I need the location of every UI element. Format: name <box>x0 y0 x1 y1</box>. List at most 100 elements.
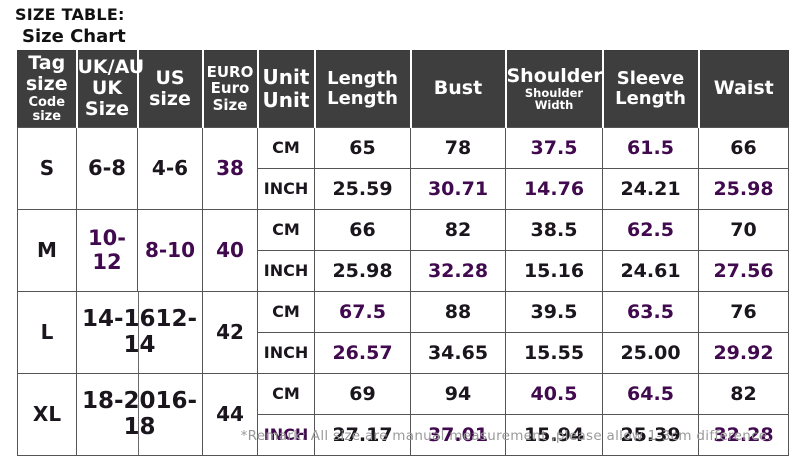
length-value-cell: 69 <box>314 372 411 415</box>
col-header-sublabel: UK Size <box>84 77 130 121</box>
unit-label-cell: INCH <box>257 331 315 374</box>
euro-size-cell: 44 <box>202 372 258 456</box>
row-m-cm: M 10-12 8-10 40 CM 66 82 38.5 62.5 70 <box>17 208 789 292</box>
row-l-cm: L 14-1612-14 42 CM 67.5 88 39.5 63.5 76 <box>17 290 789 374</box>
col-header-label: Unit <box>262 65 310 90</box>
col-header-label: Sleeve <box>616 67 685 89</box>
bust-value-cell: 37.01 <box>410 413 506 456</box>
us-size-cell: 4-6 <box>137 126 203 210</box>
header-row: Tag size Code size UK/AU UK Size US size… <box>17 50 789 128</box>
bust-value-cell: 88 <box>410 290 506 333</box>
unit-label-cell: INCH <box>257 249 315 292</box>
waist-value-cell: 70 <box>698 208 789 251</box>
euro-size-cell: 38 <box>202 126 258 210</box>
col-header-uk-au: UK/AU UK Size <box>75 50 145 128</box>
shoulder-value-cell: 39.5 <box>505 290 603 333</box>
sleeve-value-cell: 64.5 <box>602 372 699 415</box>
length-value-cell: 27.17 <box>314 413 411 456</box>
shoulder-value-cell: 15.55 <box>505 331 603 374</box>
col-header-label: UK/AU <box>77 55 145 78</box>
uk-size-cell: 6-8 <box>76 126 138 210</box>
sleeve-value-cell: 63.5 <box>602 290 699 333</box>
shoulder-value-cell: 38.5 <box>505 208 603 251</box>
row-xl-inch: INCH 27.17 37.01 15.94 25.39 32.28 <box>18 413 789 456</box>
length-value-cell: 25.59 <box>314 167 411 210</box>
unit-label-cell: CM <box>257 208 315 251</box>
size-chart-table: Tag size Code size UK/AU UK Size US size… <box>17 50 789 456</box>
size-table-kicker: SIZE TABLE: <box>15 5 125 24</box>
col-header-sublabel: Length <box>327 87 398 109</box>
euro-size-cell: 40 <box>202 208 258 292</box>
uk-us-merged-cell: 14-1612-14 <box>76 290 203 374</box>
col-header-us: US size <box>136 50 203 128</box>
tag-size-cell: XL <box>17 372 77 456</box>
column-divider-line <box>138 373 139 455</box>
size-chart-title: Size Chart <box>22 26 126 47</box>
bust-value-cell: 30.71 <box>410 167 506 210</box>
col-header-length: Length Length <box>313 50 411 128</box>
shoulder-value-cell: 37.5 <box>505 126 603 169</box>
row-xl-cm: XL 18-2016-18 44 CM 69 94 40.5 64.5 82 <box>17 372 789 456</box>
bust-value-cell: 94 <box>410 372 506 415</box>
length-value-cell: 25.98 <box>314 249 411 292</box>
unit-label-cell: CM <box>257 290 315 333</box>
bust-value-cell: 78 <box>410 126 506 169</box>
length-value-cell: 67.5 <box>314 290 411 333</box>
uk-us-size-text: 14-1612-14 <box>81 306 198 359</box>
sleeve-value-cell: 25.00 <box>602 331 699 374</box>
column-divider-line <box>138 291 139 373</box>
col-header-waist: Waist <box>697 50 789 128</box>
col-header-sublabel: Code size <box>28 94 66 125</box>
tag-size-cell: L <box>17 290 77 374</box>
waist-value-cell: 76 <box>698 290 789 333</box>
waist-value-cell: 29.92 <box>698 331 789 374</box>
col-header-shoulder: Shoulder Shoulder Width <box>504 50 603 128</box>
sleeve-value-cell: 24.21 <box>602 167 699 210</box>
col-header-tag-size: Tag size Code size <box>17 50 77 128</box>
remark-note: *Remark: All size are manual measurement… <box>240 428 772 444</box>
col-header-unit: Unit Unit <box>256 50 315 128</box>
row-s-cm: S 6-8 4-6 38 CM 65 78 37.5 61.5 66 <box>17 126 789 210</box>
col-header-label: Shoulder <box>506 64 603 87</box>
length-value-cell: 66 <box>314 208 411 251</box>
bust-value-cell: 32.28 <box>410 249 506 292</box>
col-header-euro: EURO Euro Size <box>201 50 258 128</box>
uk-us-merged-cell: 18-2016-18 <box>76 372 203 456</box>
waist-value-cell: 27.56 <box>698 249 789 292</box>
col-header-label: US <box>155 66 185 89</box>
col-header-label: Bust <box>433 77 483 100</box>
col-header-sublabel: Length <box>615 87 686 109</box>
sleeve-value-cell: 24.61 <box>602 249 699 292</box>
bust-value-cell: 82 <box>410 208 506 251</box>
col-header-sublabel: size <box>149 87 191 110</box>
col-header-label: Length <box>327 67 398 89</box>
tag-size-cell: S <box>17 126 77 210</box>
unit-label-cell: INCH <box>257 167 315 210</box>
unit-label-cell: CM <box>257 372 315 415</box>
sleeve-value-cell: 25.39 <box>602 413 699 456</box>
col-header-sublabel: Unit <box>262 87 310 112</box>
col-header-sublabel: Shoulder Width <box>524 85 584 113</box>
col-header-label: EURO <box>206 62 254 81</box>
shoulder-value-cell: 40.5 <box>505 372 603 415</box>
us-size-cell: 8-10 <box>137 208 203 292</box>
uk-size-cell: 10-12 <box>76 208 138 292</box>
shoulder-value-cell: 15.16 <box>505 249 603 292</box>
row-l-inch: INCH 26.57 34.65 15.55 25.00 29.92 <box>18 331 789 374</box>
sleeve-value-cell: 62.5 <box>602 208 699 251</box>
shoulder-value-cell: 14.76 <box>505 167 603 210</box>
length-value-cell: 26.57 <box>314 331 411 374</box>
shoulder-value-cell: 15.94 <box>505 413 603 456</box>
waist-value-cell: 25.98 <box>698 167 789 210</box>
row-s-inch: INCH 25.59 30.71 14.76 24.21 25.98 <box>18 167 789 210</box>
col-header-bust: Bust <box>409 50 506 128</box>
col-header-label: Waist <box>713 77 774 100</box>
tag-size-cell: M <box>17 208 77 292</box>
length-value-cell: 65 <box>314 126 411 169</box>
bust-value-cell: 34.65 <box>410 331 506 374</box>
col-header-sublabel: Euro Size <box>210 79 250 115</box>
col-header-label: Tag size <box>25 52 68 96</box>
waist-value-cell: 32.28 <box>698 413 789 456</box>
waist-value-cell: 82 <box>698 372 789 415</box>
row-m-inch: INCH 25.98 32.28 15.16 24.61 27.56 <box>18 249 789 292</box>
